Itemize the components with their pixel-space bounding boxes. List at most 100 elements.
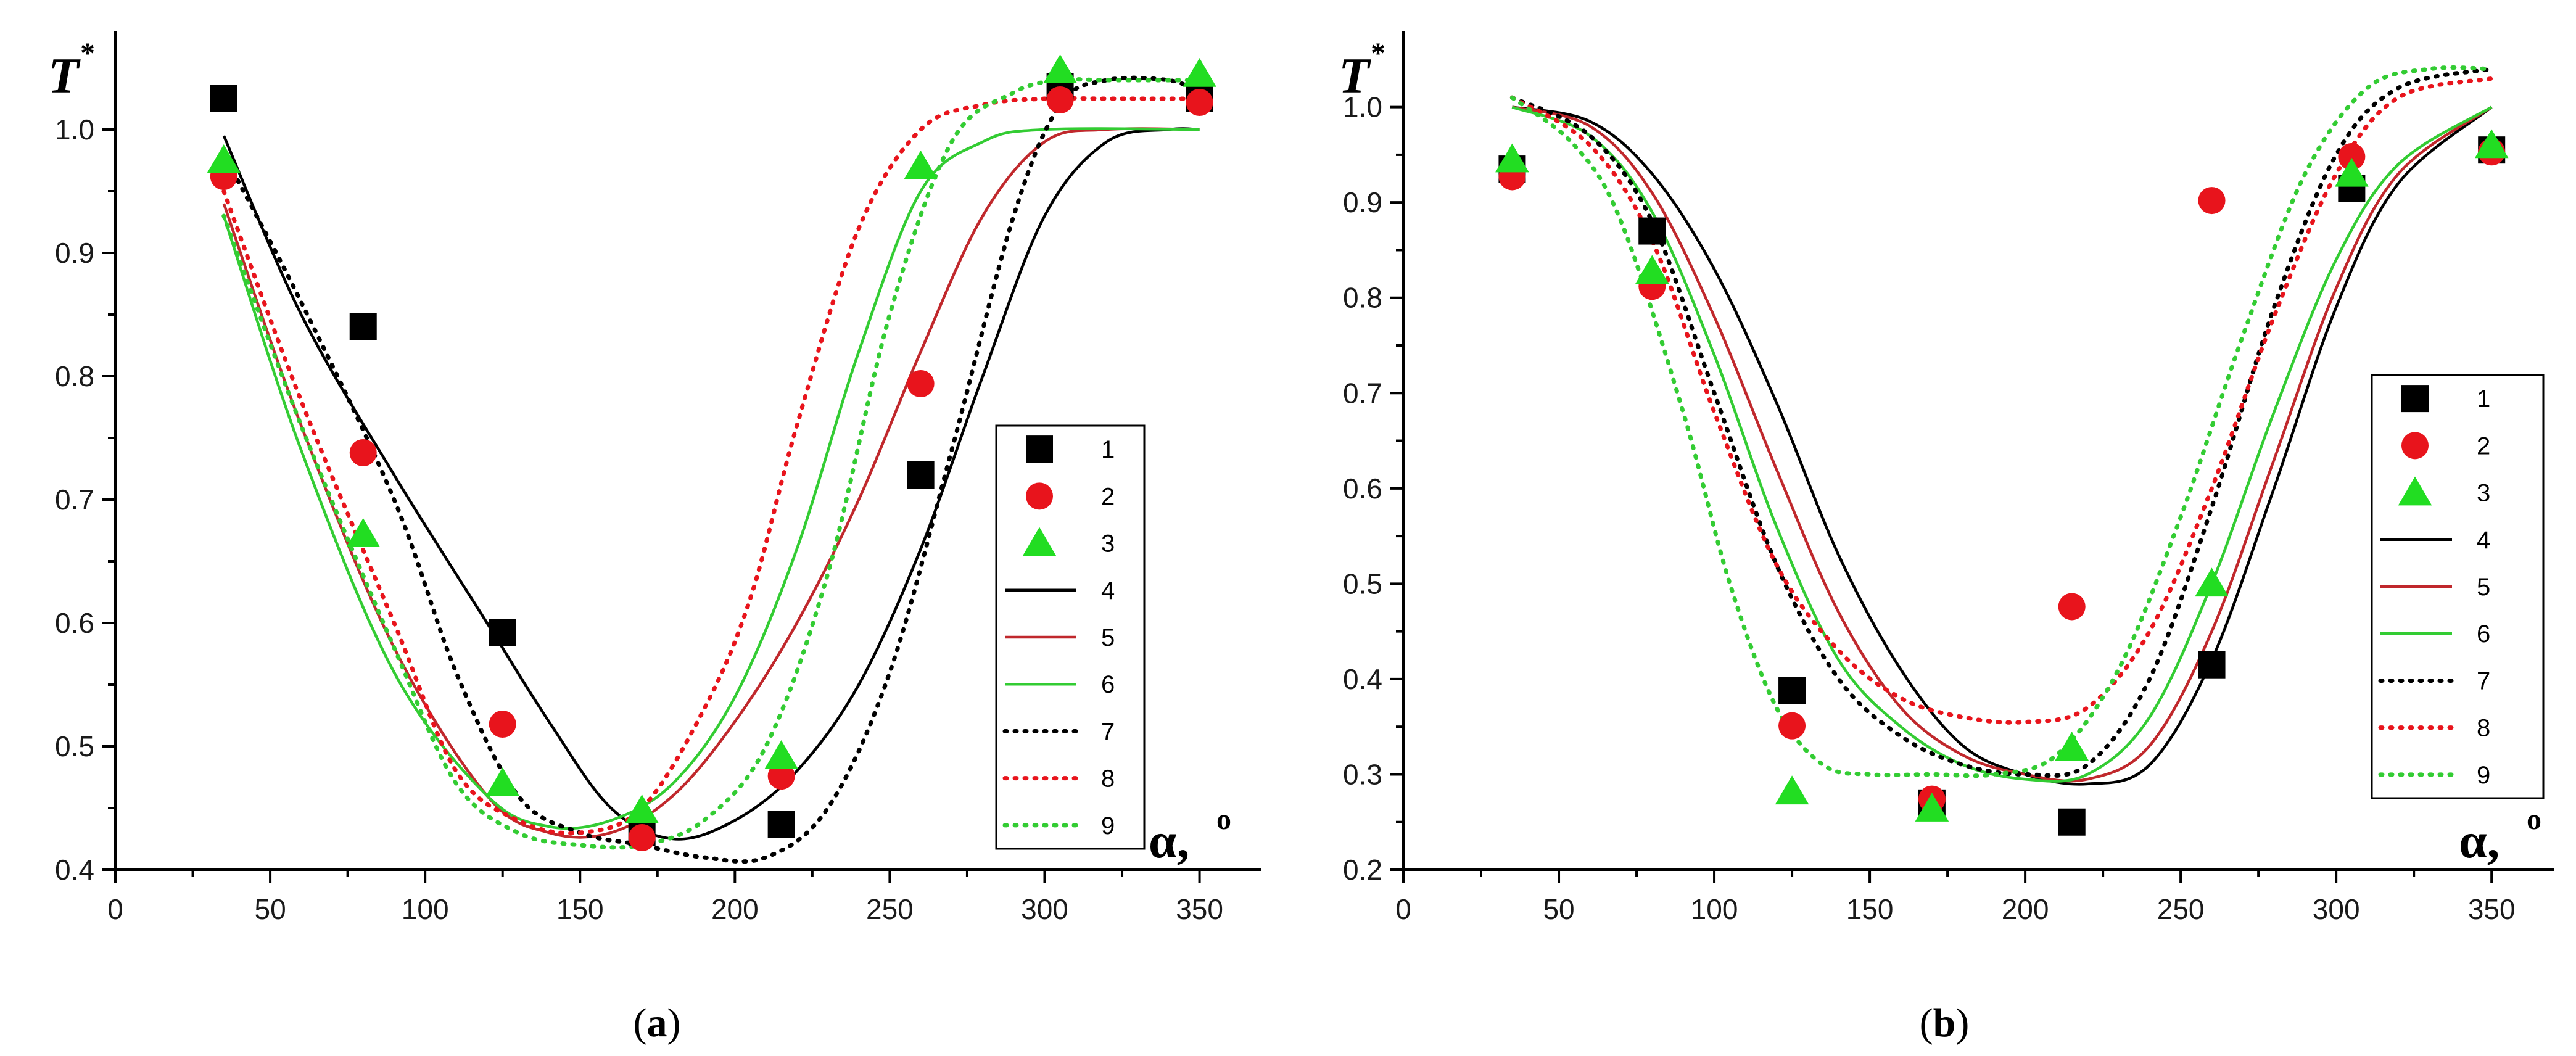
series-line-9 <box>221 77 1202 850</box>
legend-label-9: 9 <box>2477 762 2490 789</box>
panel-label-paren: ( <box>1920 1000 1933 1046</box>
y-tick-label: 0.6 <box>1343 472 1382 505</box>
x-tick-label: 0 <box>107 893 123 925</box>
series-point-1 <box>1638 217 1666 245</box>
y-tick-label: 0.2 <box>1343 854 1382 886</box>
series-point-2 <box>1186 89 1213 116</box>
series-point-2 <box>2338 143 2366 170</box>
y-tick-label: 0.3 <box>1343 758 1382 790</box>
legend-symbol-2 <box>1026 482 1053 510</box>
series-point-1 <box>1778 677 1806 704</box>
series-point-3 <box>625 794 659 823</box>
legend-label-6: 6 <box>2477 621 2490 648</box>
legend-label-8: 8 <box>2477 715 2490 742</box>
x-tick-label: 200 <box>711 893 759 925</box>
series-line-6 <box>1511 105 2493 783</box>
x-tick-label: 250 <box>2157 893 2205 925</box>
series-point-2 <box>2058 593 2086 621</box>
y-tick-label: 0.4 <box>55 854 94 886</box>
legend-label-9: 9 <box>1101 812 1115 839</box>
legend-label-3: 3 <box>2477 480 2490 507</box>
legend-label-7: 7 <box>2477 667 2490 695</box>
y-tick-label: 0.7 <box>1343 377 1382 409</box>
x-axis-label: α, <box>2459 812 2500 868</box>
series-line-6 <box>222 127 1200 830</box>
series-point-3 <box>1635 255 1669 284</box>
legend-label-1: 1 <box>1101 436 1115 463</box>
curves <box>221 75 1202 864</box>
markers <box>1495 129 2509 836</box>
series-point-3 <box>207 144 241 173</box>
series-point-2 <box>767 762 795 790</box>
chart-panel-a: 0 50 100 150 200 250 300 350 0.4 0.5 0.6 0.7 0.8 0.9 1… <box>48 31 1261 1046</box>
series-point-3 <box>485 767 520 796</box>
x-tick-label: 100 <box>402 893 449 925</box>
y-axis-label: T <box>48 47 81 104</box>
x-axis-label-sup: o <box>2527 803 2541 836</box>
series-point-3 <box>1775 775 1809 805</box>
y-axis-label-sup: * <box>1371 37 1385 70</box>
series-point-1 <box>210 85 237 112</box>
series-point-1 <box>2198 651 2226 679</box>
legend-label-1: 1 <box>2477 386 2490 413</box>
series-point-2 <box>489 711 516 738</box>
panel-label: (b) <box>1920 1000 1970 1046</box>
series-line-8 <box>1509 76 2494 725</box>
series-line-5 <box>1511 105 2493 783</box>
legend-label-8: 8 <box>1101 765 1115 793</box>
panel-label-paren: ) <box>1955 1000 1969 1046</box>
panel-label: (a) <box>634 1000 681 1046</box>
legend-symbol-1 <box>1026 435 1053 463</box>
series-point-3 <box>764 740 798 769</box>
series-line-7 <box>221 75 1202 864</box>
legend: 1 2 3 4 5 6 7 8 9 <box>995 424 1146 850</box>
y-axis-label-sup: * <box>80 37 95 70</box>
series-line-9 <box>1509 65 2494 778</box>
series-point-2 <box>1046 86 1074 113</box>
x-tick-label: 200 <box>2002 893 2049 925</box>
x-tick-label: 50 <box>254 893 286 925</box>
series-point-3 <box>1915 793 1949 822</box>
x-tick-label: 300 <box>1021 893 1068 925</box>
y-tick-label: 0.5 <box>1343 567 1382 600</box>
series-point-3 <box>1043 54 1077 83</box>
series-point-3 <box>1183 58 1216 87</box>
x-tick-label: 100 <box>1691 893 1738 925</box>
series-point-2 <box>907 370 935 397</box>
x-tick-label: 0 <box>1395 893 1411 925</box>
series-point-3 <box>2474 129 2509 159</box>
x-tick-label: 300 <box>2313 893 2360 925</box>
curves <box>1509 65 2494 786</box>
series-point-3 <box>2335 157 2369 187</box>
y-tick-label: 0.7 <box>55 484 94 516</box>
series-point-1 <box>489 619 516 646</box>
series-point-1 <box>767 811 795 838</box>
series-point-1 <box>349 313 377 340</box>
legend: 1 2 3 4 5 6 7 8 9 <box>2371 374 2545 799</box>
y-tick-label: 1.0 <box>1343 91 1382 123</box>
x-tick-label: 50 <box>1543 893 1574 925</box>
legend-symbol-3 <box>1022 527 1057 556</box>
x-tick-label: 350 <box>2468 893 2516 925</box>
series-point-3 <box>1495 143 1529 173</box>
legend-symbol-2 <box>2401 432 2429 460</box>
y-tick-label: 0.6 <box>55 607 94 639</box>
y-tick-label: 0.9 <box>55 237 94 269</box>
series-point-3 <box>2055 732 2089 761</box>
series-point-3 <box>904 151 938 179</box>
series-point-3 <box>2195 567 2229 597</box>
x-tick-label: 350 <box>1176 893 1223 925</box>
series-line-4 <box>1511 105 2493 786</box>
legend-label-3: 3 <box>1101 530 1115 558</box>
x-axis-label: α, <box>1149 812 1189 868</box>
x-axis-label-sup: o <box>1216 803 1231 836</box>
legend-label-4: 4 <box>2477 527 2490 554</box>
series-point-3 <box>346 518 381 547</box>
series-point-1 <box>2058 808 2086 836</box>
series-line-4 <box>222 127 1200 841</box>
y-tick-label: 0.5 <box>55 730 94 762</box>
legend-symbol-1 <box>2401 385 2429 413</box>
x-tick-label: 150 <box>556 893 604 925</box>
legend-label-2: 2 <box>2477 432 2490 460</box>
